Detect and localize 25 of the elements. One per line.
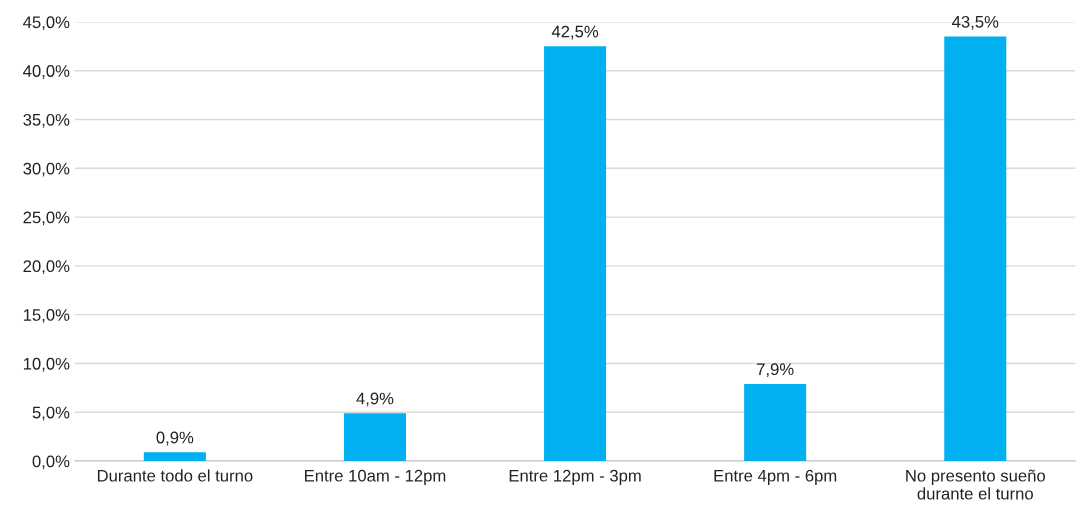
x-tick-label: Durante todo el turno xyxy=(97,469,253,482)
y-tick-label: 0,0% xyxy=(32,455,70,470)
bar xyxy=(544,46,607,462)
data-label: 0,9% xyxy=(156,431,194,446)
bar xyxy=(744,383,807,462)
data-label: 42,5% xyxy=(551,25,599,40)
bar xyxy=(343,413,406,462)
data-label: 4,9% xyxy=(356,392,394,407)
x-tick-label: Entre 4pm - 6pm xyxy=(714,469,837,485)
x-tick-label: Entre 12pm - 3pm xyxy=(509,469,641,485)
y-tick-label: 30,0% xyxy=(23,162,70,177)
data-label: 7,9% xyxy=(757,363,794,378)
y-tick-label: 10,0% xyxy=(23,357,70,372)
y-tick-label: 45,0% xyxy=(23,16,70,31)
y-tick-label: 15,0% xyxy=(23,309,70,323)
data-label: 43,5% xyxy=(952,15,999,30)
y-tick-label: 25,0% xyxy=(23,211,70,226)
y-tick-label: 35,0% xyxy=(23,113,70,128)
bar xyxy=(143,452,206,462)
y-tick-label: 5,0% xyxy=(32,406,70,421)
y-tick-label: 20,0% xyxy=(23,260,70,275)
y-tick-label: 40,0% xyxy=(23,65,70,79)
x-tick-label: Entre 10am - 12pm xyxy=(305,469,446,485)
bar xyxy=(944,36,1007,462)
x-tick-label: No presento sueño durante el turno xyxy=(906,469,1045,500)
